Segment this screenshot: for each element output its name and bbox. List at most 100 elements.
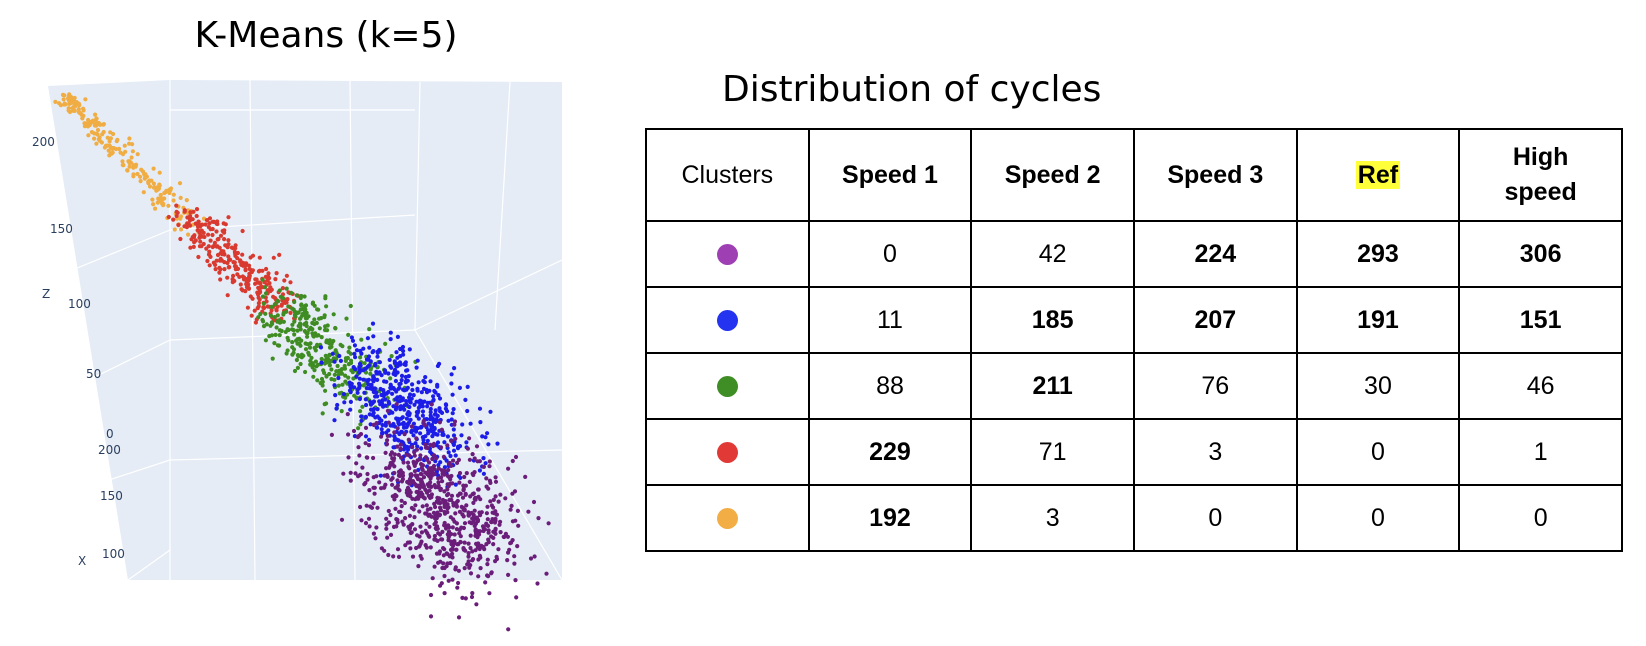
kmeans-3d-scatter[interactable]: 200 150 100 50 0 Z 200 150 100 X — [20, 80, 600, 640]
data-point — [202, 234, 207, 240]
data-point — [395, 418, 401, 423]
data-point — [364, 402, 369, 408]
data-point — [445, 502, 450, 507]
data-point — [468, 421, 473, 426]
data-point — [81, 108, 86, 113]
data-point — [455, 446, 461, 451]
data-point — [157, 182, 162, 187]
data-point — [329, 367, 334, 372]
data-point — [465, 408, 470, 414]
data-point — [233, 246, 238, 251]
data-point — [365, 378, 370, 383]
data-point — [442, 547, 447, 552]
data-point — [510, 519, 515, 524]
data-point — [402, 443, 407, 448]
data-point — [214, 229, 219, 234]
data-point — [493, 479, 499, 484]
data-point — [337, 353, 342, 359]
data-point — [426, 431, 431, 436]
data-point — [390, 494, 395, 499]
data-point — [53, 99, 58, 104]
data-point — [475, 545, 480, 550]
data-point — [523, 474, 528, 479]
data-point — [302, 294, 307, 299]
data-point — [485, 562, 490, 567]
data-point — [411, 393, 416, 398]
data-point — [392, 434, 397, 439]
data-point — [331, 356, 336, 361]
data-point — [458, 534, 463, 539]
data-point — [158, 192, 163, 198]
data-point — [442, 489, 447, 494]
data-point — [388, 337, 393, 342]
data-point — [278, 294, 283, 299]
data-point — [309, 355, 314, 360]
data-point — [423, 375, 428, 380]
cycles-distribution-table: Clusters Speed 1 Speed 2 Speed 3 Ref High spee… — [645, 128, 1623, 552]
data-point — [405, 460, 411, 465]
data-point — [413, 473, 418, 478]
count-cell: 88 — [807, 352, 973, 420]
data-point — [373, 363, 378, 368]
data-point — [108, 145, 114, 150]
data-point — [420, 504, 425, 509]
data-point — [403, 374, 408, 380]
data-point — [410, 387, 415, 393]
data-point — [222, 267, 227, 272]
data-point — [409, 424, 414, 429]
data-point — [425, 457, 430, 462]
data-point — [129, 160, 134, 165]
data-point — [416, 483, 421, 488]
data-point — [72, 104, 77, 109]
data-point — [338, 358, 343, 363]
data-point — [218, 251, 223, 256]
data-point — [438, 445, 444, 450]
data-point — [297, 341, 302, 346]
data-point — [398, 442, 403, 447]
data-point — [399, 498, 404, 503]
data-point — [493, 475, 498, 480]
data-point — [261, 301, 266, 306]
data-point — [507, 547, 512, 552]
data-point — [164, 188, 169, 193]
data-point — [385, 473, 390, 478]
cluster-color-dot — [716, 310, 738, 332]
data-point — [253, 277, 258, 282]
data-point — [384, 391, 389, 396]
cluster-color-dot — [716, 244, 738, 266]
data-point — [428, 480, 433, 485]
data-point — [414, 489, 419, 495]
data-point — [282, 278, 287, 283]
data-point — [420, 463, 425, 468]
data-point — [472, 456, 477, 461]
data-point — [454, 503, 459, 508]
data-point — [428, 442, 433, 447]
table-row: 229 71 3 0 1 — [645, 418, 1623, 486]
data-point — [196, 254, 201, 260]
data-point — [397, 382, 402, 387]
data-point — [378, 386, 383, 392]
data-point — [430, 434, 435, 439]
data-point — [544, 571, 549, 576]
data-point — [433, 419, 438, 425]
data-point — [383, 341, 388, 346]
data-point — [375, 407, 380, 412]
table-header-row: Clusters Speed 1 Speed 2 Speed 3 Ref High spee… — [645, 128, 1623, 222]
data-point — [419, 425, 424, 430]
data-point — [342, 363, 347, 369]
data-point — [383, 370, 388, 375]
data-point — [226, 215, 231, 220]
data-point — [359, 414, 364, 419]
data-point — [253, 281, 258, 286]
data-point — [437, 513, 442, 518]
data-point — [361, 377, 366, 382]
data-point — [510, 458, 515, 464]
table-row: 88 211 76 30 46 — [645, 352, 1623, 420]
data-point — [205, 258, 210, 264]
data-point — [298, 316, 303, 321]
data-point — [461, 505, 466, 510]
data-point — [346, 432, 351, 437]
data-point — [408, 392, 413, 397]
data-point — [481, 471, 486, 476]
data-point — [506, 572, 511, 577]
